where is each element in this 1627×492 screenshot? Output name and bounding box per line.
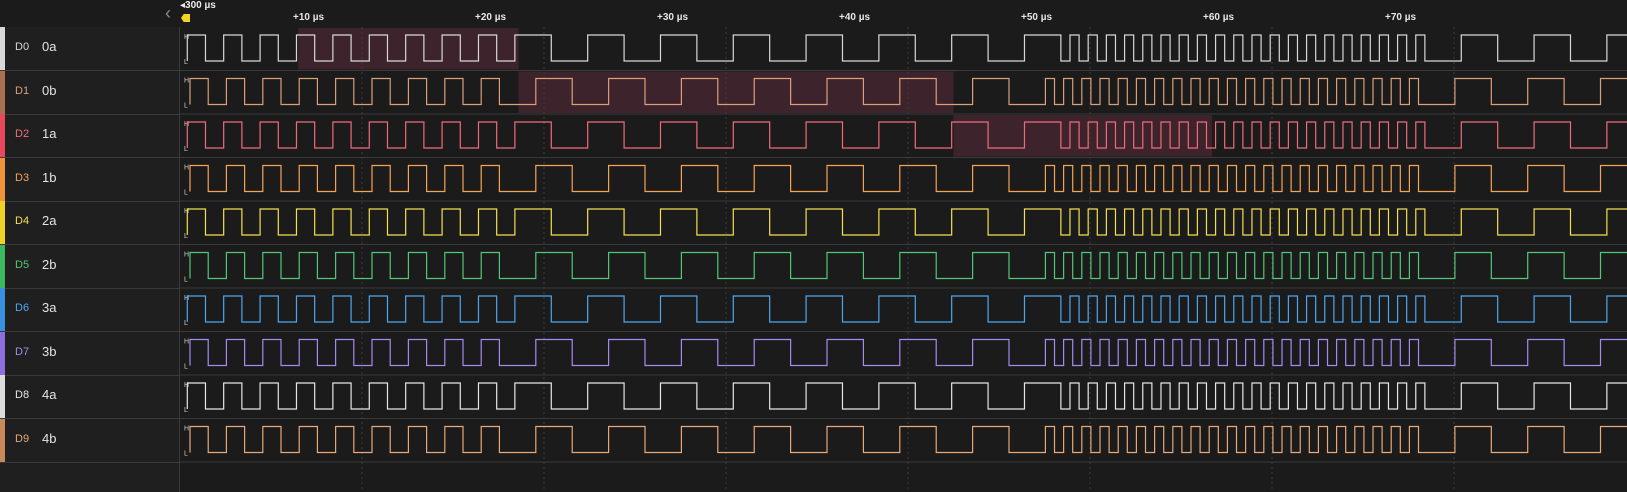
level-low-label: L <box>184 364 188 371</box>
time-tick: +60 µs <box>1203 12 1235 23</box>
channel-row[interactable]: D6 3a <box>0 288 179 332</box>
level-high-label: H <box>184 78 189 85</box>
level-high-label: H <box>184 208 189 215</box>
channel-color-swatch <box>0 375 5 418</box>
time-tick: +50 µs <box>1021 12 1053 23</box>
channel-row[interactable]: D4 2a <box>0 201 179 245</box>
digital-waveform[interactable] <box>186 34 1627 62</box>
channel-id: D3 <box>15 171 30 184</box>
channel-color-swatch <box>0 27 5 70</box>
time-tick: +40 µs <box>839 12 871 23</box>
channel-id: D5 <box>15 258 30 271</box>
digital-waveform[interactable] <box>189 338 1627 367</box>
channel-row[interactable]: D8 4a <box>0 375 179 419</box>
timeline-header: ‹ ◂300 µs +10 µs +20 µs +30 µs +40 µs +5… <box>0 0 1627 27</box>
waveform-canvas[interactable]: H L H L H L H L H L H L H L H L H L H L <box>180 27 1627 492</box>
channel-name: 2a <box>42 213 57 228</box>
channel-id: D7 <box>15 345 30 358</box>
channel-name: 0b <box>42 82 57 98</box>
channel-name: 3b <box>42 343 57 359</box>
channel-row[interactable]: D0 0a <box>0 27 179 71</box>
level-low-label: L <box>184 277 188 284</box>
channel-id: D1 <box>15 84 30 97</box>
level-high-label: H <box>184 34 189 41</box>
channel-color-swatch <box>0 201 5 244</box>
channel-id: D8 <box>15 389 30 401</box>
digital-waveform[interactable] <box>186 121 1627 149</box>
level-low-label: L <box>184 407 188 414</box>
channel-name: 4b <box>42 430 57 446</box>
level-high-label: H <box>184 426 189 433</box>
time-tick: +20 µs <box>475 12 507 23</box>
level-high-label: H <box>184 295 189 302</box>
level-low-label: L <box>184 451 188 458</box>
channel-id: D2 <box>15 128 30 140</box>
chevron-left-icon[interactable]: ‹ <box>165 3 171 23</box>
selection-highlight[interactable] <box>518 71 954 114</box>
channel-color-swatch <box>0 331 5 375</box>
time-tick: +10 µs <box>293 12 325 23</box>
level-high-label: H <box>184 339 189 346</box>
channel-row[interactable]: D7 3b <box>0 331 179 376</box>
digital-waveform[interactable] <box>186 208 1627 236</box>
channel-name: 1b <box>42 169 57 185</box>
level-high-label: H <box>184 252 189 259</box>
time-tick: +70 µs <box>1385 12 1417 23</box>
channel-color-swatch <box>0 70 5 114</box>
channel-id: D6 <box>15 302 30 314</box>
channel-color-swatch <box>0 288 5 331</box>
channel-name: 1a <box>42 126 57 141</box>
channel-name: 4a <box>42 387 57 402</box>
level-high-label: H <box>184 165 189 172</box>
digital-waveform[interactable] <box>186 295 1627 323</box>
marker-flag-icon[interactable] <box>181 14 190 22</box>
level-low-label: L <box>184 103 188 110</box>
channel-row[interactable]: D3 1b <box>0 157 179 202</box>
start-time-label: 300 µs <box>185 0 216 11</box>
selection-highlight[interactable] <box>953 115 1212 157</box>
level-low-label: L <box>184 146 188 153</box>
channel-row[interactable]: D1 0b <box>0 70 179 115</box>
channel-name: 0a <box>42 39 57 54</box>
channel-color-swatch <box>0 244 5 288</box>
channel-row[interactable]: D2 1a <box>0 114 179 158</box>
channel-color-swatch <box>0 157 5 201</box>
channel-list: D0 0a D1 0b D2 1a D3 1b D4 2a D5 2b D6 3a D7 3b D8 4a D9 4b <box>0 27 179 492</box>
channel-row[interactable]: D9 4b <box>0 418 179 463</box>
channel-name: 3a <box>42 300 57 315</box>
channel-id: D4 <box>15 215 30 227</box>
digital-waveform[interactable] <box>189 164 1627 193</box>
digital-waveform[interactable] <box>189 251 1627 280</box>
level-high-label: H <box>184 382 189 389</box>
digital-waveform[interactable] <box>186 382 1627 410</box>
selection-highlight[interactable] <box>298 28 519 70</box>
channel-color-swatch <box>0 114 5 157</box>
level-low-label: L <box>184 59 188 66</box>
channel-name: 2b <box>42 256 57 272</box>
channel-color-swatch <box>0 418 5 462</box>
level-low-label: L <box>184 233 188 240</box>
channel-id: D9 <box>15 432 30 445</box>
channel-row[interactable]: D5 2b <box>0 244 179 289</box>
time-tick: +30 µs <box>657 12 689 23</box>
digital-waveform[interactable] <box>189 425 1627 454</box>
start-time-marker[interactable]: ◂300 µs <box>180 0 216 11</box>
waveform-view[interactable]: H L H L H L H L H L H L H L H L H L H L <box>179 27 1627 492</box>
digital-waveform[interactable] <box>189 77 1627 106</box>
channel-id: D0 <box>15 41 30 53</box>
level-low-label: L <box>184 190 188 197</box>
level-low-label: L <box>184 320 188 327</box>
level-high-label: H <box>184 121 189 128</box>
